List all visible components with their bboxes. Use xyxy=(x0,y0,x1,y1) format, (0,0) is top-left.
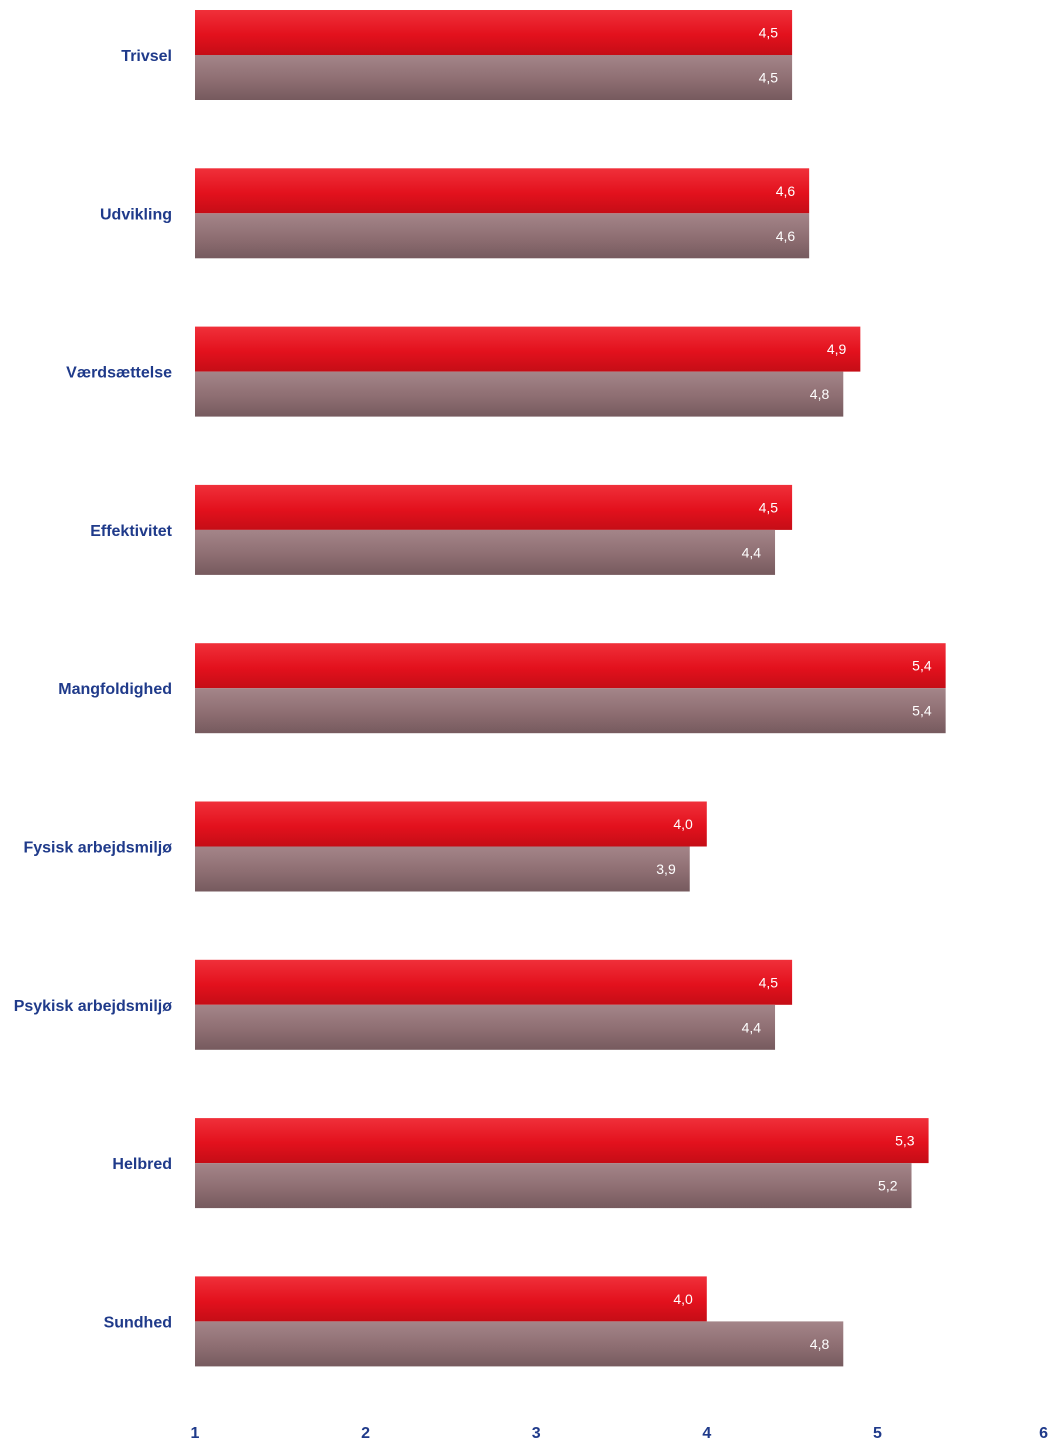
value-label-helbred-series-2: 5,2 xyxy=(878,1178,898,1194)
category-label-helbred: Helbred xyxy=(112,1156,172,1173)
x-tick-label-4: 4 xyxy=(702,1425,711,1442)
labels-layer: 4,5 4,5 Trivsel 4,6 4,6 Udvikling 4,9 4,8 Værdsæ… xyxy=(14,25,932,1352)
bar-trivsel-series-1 xyxy=(195,10,793,55)
category-label-mangfoldighed: Mangfoldighed xyxy=(58,681,172,698)
bars-layer xyxy=(195,10,946,1367)
value-label-psykisk-arbejdsmiljø-series-1: 4,5 xyxy=(759,974,779,990)
value-label-fysisk-arbejdsmiljø-series-2: 3,9 xyxy=(656,861,676,877)
value-label-værdsættelse-series-2: 4,8 xyxy=(810,386,830,402)
x-tick-label-6: 6 xyxy=(1039,1425,1048,1442)
x-tick-label-3: 3 xyxy=(532,1425,541,1442)
bar-udvikling-series-2 xyxy=(195,213,810,259)
bar-mangfoldighed-series-1 xyxy=(195,643,946,689)
bar-effektivitet-series-2 xyxy=(195,529,776,575)
bar-værdsættelse-series-1 xyxy=(195,326,861,372)
category-label-fysisk-arbejdsmiljø: Fysisk arbejdsmiljø xyxy=(23,840,172,857)
bar-sundhed-series-2 xyxy=(195,1321,844,1367)
value-label-sundhed-series-1: 4,0 xyxy=(673,1291,693,1307)
category-label-sundhed: Sundhed xyxy=(104,1314,172,1331)
bar-trivsel-series-2 xyxy=(195,55,793,100)
bar-effektivitet-series-1 xyxy=(195,484,793,530)
value-label-værdsættelse-series-1: 4,9 xyxy=(827,341,847,357)
value-label-mangfoldighed-series-2: 5,4 xyxy=(912,703,932,719)
bar-psykisk-arbejdsmiljø-series-1 xyxy=(195,959,793,1005)
category-label-psykisk-arbejdsmiljø: Psykisk arbejdsmiljø xyxy=(14,998,173,1015)
bar-fysisk-arbejdsmiljø-series-2 xyxy=(195,846,690,892)
bar-fysisk-arbejdsmiljø-series-1 xyxy=(195,801,707,847)
category-label-trivsel: Trivsel xyxy=(121,48,172,65)
bar-sundhed-series-1 xyxy=(195,1276,707,1322)
value-label-udvikling-series-1: 4,6 xyxy=(776,183,796,199)
value-label-helbred-series-1: 5,3 xyxy=(895,1133,915,1149)
value-label-sundhed-series-2: 4,8 xyxy=(810,1336,830,1352)
category-label-værdsættelse: Værdsættelse xyxy=(66,365,172,382)
value-label-mangfoldighed-series-1: 5,4 xyxy=(912,658,932,674)
bar-værdsættelse-series-2 xyxy=(195,371,844,417)
value-label-udvikling-series-2: 4,6 xyxy=(776,228,796,244)
category-label-udvikling: Udvikling xyxy=(100,206,172,223)
x-tick-label-1: 1 xyxy=(191,1425,200,1442)
bar-helbred-series-2 xyxy=(195,1163,912,1209)
bar-helbred-series-1 xyxy=(195,1118,929,1164)
bar-psykisk-arbejdsmiljø-series-2 xyxy=(195,1004,776,1050)
bar-mangfoldighed-series-2 xyxy=(195,688,946,734)
x-tick-label-5: 5 xyxy=(873,1425,882,1442)
value-label-effektivitet-series-2: 4,4 xyxy=(742,544,762,560)
x-tick-label-2: 2 xyxy=(361,1425,370,1442)
x-axis-ticks: 1 2 3 4 5 6 xyxy=(191,1425,1049,1442)
value-label-trivsel-series-1: 4,5 xyxy=(759,25,779,41)
value-label-psykisk-arbejdsmiljø-series-2: 4,4 xyxy=(742,1019,762,1035)
value-label-fysisk-arbejdsmiljø-series-1: 4,0 xyxy=(673,816,693,832)
category-label-effektivitet: Effektivitet xyxy=(90,523,172,540)
value-label-effektivitet-series-1: 4,5 xyxy=(759,499,779,515)
value-label-trivsel-series-2: 4,5 xyxy=(759,70,779,86)
bar-udvikling-series-1 xyxy=(195,168,810,214)
